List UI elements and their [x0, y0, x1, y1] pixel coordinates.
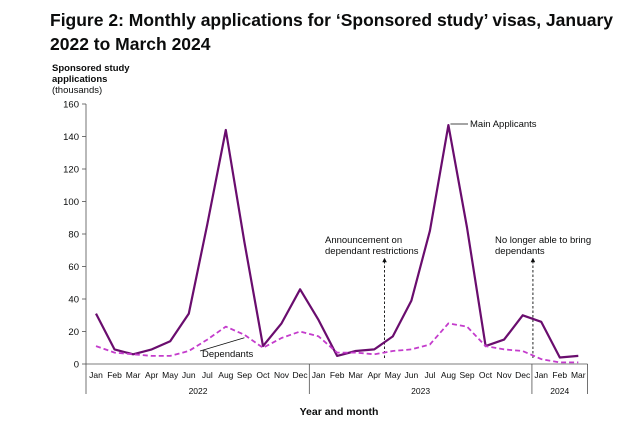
- annotation-text: No longer able to bring: [495, 235, 591, 246]
- x-tick-label: Jul: [424, 370, 435, 380]
- series-labels: Main Applicants Dependants: [199, 119, 537, 360]
- series-label: Main Applicants: [470, 119, 537, 130]
- x-tick-label: Feb: [330, 370, 345, 380]
- x-tick-label: Nov: [497, 370, 513, 380]
- x-tick-label: Aug: [218, 370, 233, 380]
- chart-title: Figure 2: Monthly applications for ‘Spon…: [50, 10, 614, 54]
- x-tick-label: Apr: [145, 370, 158, 380]
- x-tick-label: Oct: [256, 370, 270, 380]
- x-tick-label: Mar: [348, 370, 363, 380]
- x-tick-label: Feb: [552, 370, 567, 380]
- series-line-main-applicants: [95, 123, 579, 359]
- y-tick-label: 80: [68, 230, 79, 241]
- year-label: 2024: [550, 386, 569, 396]
- x-tick-label: Sep: [459, 370, 474, 380]
- x-tick-label: Aug: [441, 370, 456, 380]
- x-tick-label: May: [385, 370, 402, 380]
- y-axis-label-line: Sponsored study: [52, 63, 130, 74]
- y-tick-label: 40: [68, 295, 79, 306]
- x-tick-label: Jan: [312, 370, 326, 380]
- y-tick-label: 160: [63, 100, 79, 111]
- y-tick-label: 140: [63, 132, 79, 143]
- y-axis: 0 20 40 60 80 100 120 140 160: [63, 100, 87, 394]
- series-label: Dependants: [202, 349, 253, 360]
- y-tick-label: 120: [63, 165, 79, 176]
- x-tick-label: Mar: [126, 370, 141, 380]
- y-tick-label: 100: [63, 197, 79, 208]
- x-tick-label: Jan: [89, 370, 103, 380]
- x-tick-label: Jun: [404, 370, 418, 380]
- x-tick-label: Dec: [515, 370, 531, 380]
- y-axis-label-line: applications: [52, 74, 107, 85]
- y-tick-label: 60: [68, 262, 79, 273]
- x-tick-label: Dec: [292, 370, 308, 380]
- year-label: 2022: [189, 386, 208, 396]
- x-tick-label: Jul: [202, 370, 213, 380]
- x-axis-title: Year and month: [300, 406, 379, 418]
- x-tick-label: Nov: [274, 370, 290, 380]
- annotation-text: Announcement on: [325, 235, 402, 246]
- y-axis-label-line: (thousands): [52, 85, 102, 96]
- year-label: 2023: [411, 386, 430, 396]
- x-tick-label: Mar: [571, 370, 586, 380]
- y-tick-label: 0: [74, 360, 79, 371]
- annotation-text: dependants: [495, 246, 545, 257]
- y-tick-label: 20: [68, 327, 79, 338]
- x-tick-label: Oct: [479, 370, 493, 380]
- x-tick-label: Apr: [368, 370, 381, 380]
- data-series: [95, 123, 579, 364]
- x-tick-label: May: [162, 370, 179, 380]
- x-axis: Jan Feb Mar Apr May Jun Jul Aug Sep Oct Nov Dec Jan F…: [86, 363, 588, 396]
- series-label-leader: [199, 337, 245, 352]
- x-tick-label: Feb: [107, 370, 122, 380]
- x-tick-label: Sep: [237, 370, 252, 380]
- x-tick-label: Jan: [534, 370, 548, 380]
- series-line-dependants: [95, 322, 579, 364]
- annotation-text: dependant restrictions: [325, 246, 419, 257]
- x-tick-label: Jun: [182, 370, 196, 380]
